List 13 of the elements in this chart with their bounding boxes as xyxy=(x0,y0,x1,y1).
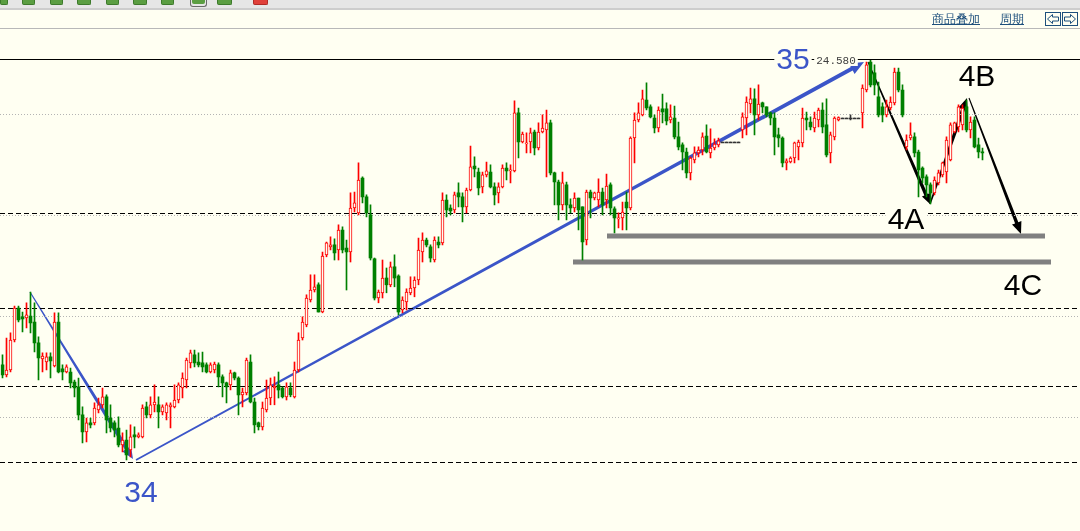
annotation: 4A xyxy=(887,202,925,235)
text: 34 xyxy=(124,475,158,508)
candlestick xyxy=(168,402,173,429)
text: 商品叠加 xyxy=(932,12,980,26)
annotation: 24.580 xyxy=(816,55,856,67)
candlestick xyxy=(524,132,529,154)
text: 周期 xyxy=(1000,12,1024,26)
annotation: 35 xyxy=(776,42,810,75)
candlestick xyxy=(328,236,333,251)
text: 4C xyxy=(1003,268,1043,301)
candlestick xyxy=(616,212,621,229)
annotation: 4B xyxy=(958,59,996,92)
candlestick xyxy=(784,158,789,171)
